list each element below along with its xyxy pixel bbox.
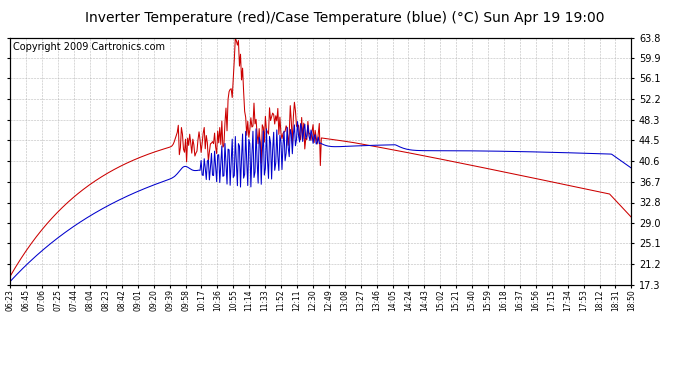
Text: Inverter Temperature (red)/Case Temperature (blue) (°C) Sun Apr 19 19:00: Inverter Temperature (red)/Case Temperat…	[86, 11, 604, 25]
Text: Copyright 2009 Cartronics.com: Copyright 2009 Cartronics.com	[14, 42, 166, 52]
